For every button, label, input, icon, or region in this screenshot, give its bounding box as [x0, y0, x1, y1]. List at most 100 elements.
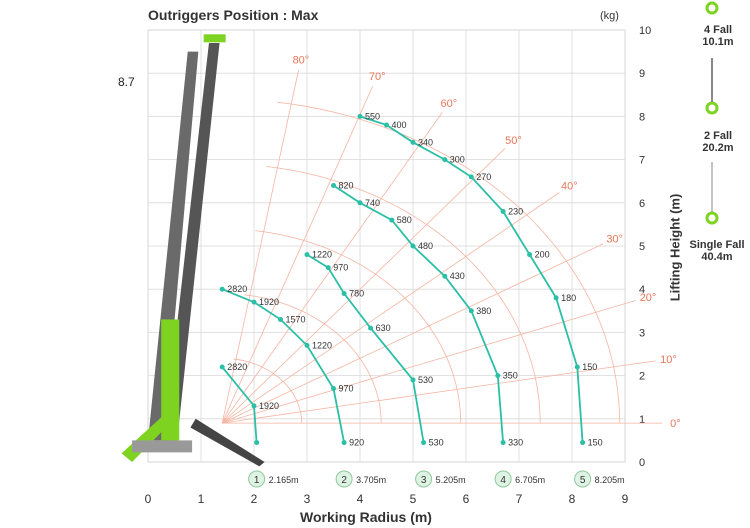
load-point	[251, 403, 257, 409]
angle-label: 70°	[369, 71, 386, 83]
x-tick-label: 6	[463, 492, 470, 506]
load-point	[384, 122, 389, 128]
load-value-label: 150	[582, 362, 597, 372]
y-tick-label: 1	[639, 414, 645, 426]
angle-label: 0°	[670, 418, 681, 430]
load-value-label: 550	[365, 111, 380, 121]
angle-line	[221, 69, 299, 424]
load-value-label: 150	[588, 438, 603, 448]
load-curve	[333, 184, 504, 443]
radius-marker	[415, 470, 433, 488]
y-tick-label: 9	[639, 68, 645, 80]
load-curve	[306, 253, 425, 443]
load-value-label: 230	[508, 206, 523, 216]
load-value-label: 530	[429, 438, 444, 448]
load-point	[468, 174, 474, 180]
x-tick-label: 9	[622, 492, 629, 506]
angle-label: 80°	[293, 54, 310, 66]
x-tick-label: 3	[304, 492, 311, 506]
load-point	[357, 200, 363, 206]
x-tick-label: 5	[410, 492, 417, 506]
angle-line	[221, 148, 506, 424]
load-point	[527, 252, 533, 258]
crane-base	[132, 440, 193, 453]
load-point	[251, 299, 257, 305]
load-value-label: 740	[365, 198, 380, 208]
load-point	[304, 252, 310, 258]
radius-marker	[494, 470, 512, 488]
radius-marker-number: 3	[421, 475, 427, 486]
load-point	[331, 386, 336, 392]
angle-line	[222, 360, 656, 424]
load-curve	[221, 366, 258, 443]
x-tick-label: 7	[516, 492, 523, 506]
hook-name: 2 Fall	[703, 130, 733, 142]
hook-2-fall: 2 Fall 20.2m	[678, 130, 750, 154]
load-value-label: 1920	[259, 401, 279, 411]
radius-marker-number: 2	[341, 475, 347, 486]
load-value-label: 530	[418, 375, 433, 385]
load-value-label: 2820	[227, 362, 247, 372]
load-point	[325, 265, 331, 271]
load-value-label: 2820	[227, 284, 247, 294]
hook-length: 40.4m	[701, 251, 733, 263]
load-value-label: 970	[333, 263, 348, 273]
load-point	[410, 139, 416, 145]
hook-single-fall: Single Fall 40.4m	[672, 239, 750, 263]
chart-title: Outriggers Position : Max	[148, 7, 319, 23]
load-point	[442, 273, 448, 279]
load-value-label: 340	[418, 137, 433, 147]
radius-value-label: 3.705m	[356, 475, 386, 485]
load-point	[500, 208, 506, 214]
load-value-label: 1220	[312, 340, 332, 350]
load-point	[331, 183, 336, 189]
load-value-label: 330	[508, 438, 523, 448]
load-point	[580, 440, 586, 446]
load-point	[574, 364, 580, 370]
load-value-label: 820	[339, 181, 354, 191]
load-value-label: 970	[339, 384, 354, 394]
x-tick-label: 2	[251, 492, 258, 506]
load-point	[389, 217, 395, 223]
y-tick-label: 7	[639, 155, 645, 167]
load-point	[468, 308, 474, 314]
boom-height-label: 8.7	[118, 75, 135, 89]
x-tick-label: 1	[198, 492, 205, 506]
hook-icon	[705, 1, 719, 15]
angle-line	[221, 112, 443, 424]
angle-line	[221, 192, 560, 424]
angle-arc	[233, 358, 303, 424]
crane-body	[161, 319, 180, 441]
load-value-label: 480	[418, 241, 433, 251]
boom-tip	[203, 34, 226, 43]
boom-arm-inner	[148, 51, 199, 441]
load-value-label: 920	[349, 438, 364, 448]
radius-marker	[335, 470, 353, 488]
y-tick-label: 5	[639, 241, 645, 253]
y-tick-label: 10	[639, 25, 651, 37]
radius-marker	[574, 470, 592, 488]
y-tick-label: 2	[639, 371, 645, 383]
load-point	[421, 440, 427, 446]
load-value-label: 1920	[259, 297, 279, 307]
load-value-label: 180	[561, 293, 576, 303]
hook-4-fall: 4 Fall 10.1m	[678, 24, 750, 48]
radius-value-label: 8.205m	[595, 475, 625, 485]
radius-marker	[248, 470, 266, 488]
load-value-label: 1220	[312, 250, 332, 260]
y-tick-label: 8	[639, 111, 645, 123]
angle-arc	[255, 230, 462, 424]
load-point	[341, 440, 347, 446]
load-point	[219, 286, 225, 292]
load-value-label: 380	[476, 306, 491, 316]
angle-label: 50°	[505, 135, 522, 147]
angle-label: 20°	[640, 292, 657, 304]
angle-line	[221, 86, 374, 424]
load-value-label: 1570	[286, 314, 306, 324]
load-point	[442, 157, 448, 163]
load-point	[341, 291, 347, 297]
y-tick-label: 6	[639, 198, 645, 210]
angle-arc	[277, 101, 621, 424]
load-point	[410, 377, 416, 383]
